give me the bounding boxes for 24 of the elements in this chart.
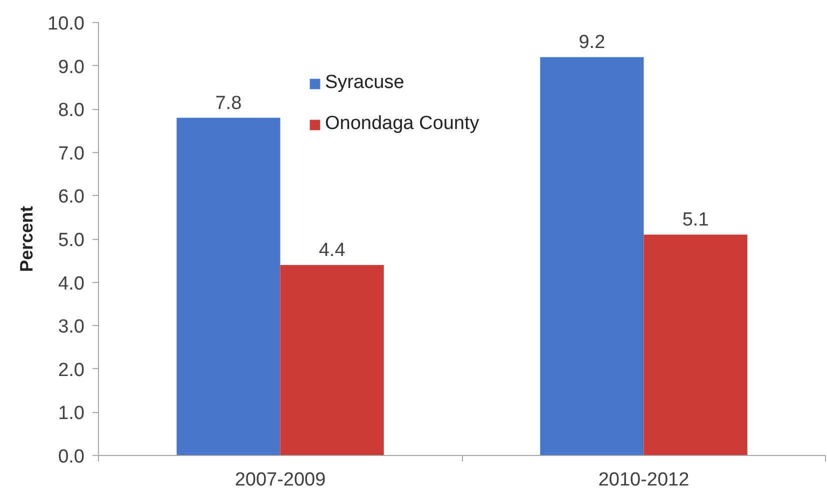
data-label: 9.2 <box>578 32 606 54</box>
x-tick-label: 2007-2009 <box>234 470 326 490</box>
bar <box>280 264 384 456</box>
y-tick-label: 6.0 <box>58 186 85 208</box>
y-tick-label: 3.0 <box>58 316 85 338</box>
data-label: 4.4 <box>318 240 346 261</box>
bar <box>644 234 748 456</box>
y-tick-label: 9.0 <box>58 56 85 78</box>
y-tick-label: 5.0 <box>58 230 85 251</box>
y-tick-label: 2.0 <box>58 360 85 381</box>
y-tick-label: 0.0 <box>58 446 85 468</box>
bar <box>540 57 644 456</box>
y-tick-label: 1.0 <box>58 403 85 424</box>
y-tick-label: 8.0 <box>58 100 85 122</box>
y-tick-label: 10.0 <box>48 14 85 34</box>
y-tick-label: 4.0 <box>58 273 85 294</box>
data-label: 7.8 <box>215 92 242 114</box>
legend-label: Onondaga County <box>325 113 480 135</box>
y-axis-title: Percent <box>16 206 37 272</box>
legend-label: Syracuse <box>325 72 404 94</box>
bar <box>176 118 280 456</box>
x-tick-label: 2010-2012 <box>598 470 690 490</box>
y-tick-label: 7.0 <box>58 143 85 164</box>
data-label: 5.1 <box>682 210 709 231</box>
